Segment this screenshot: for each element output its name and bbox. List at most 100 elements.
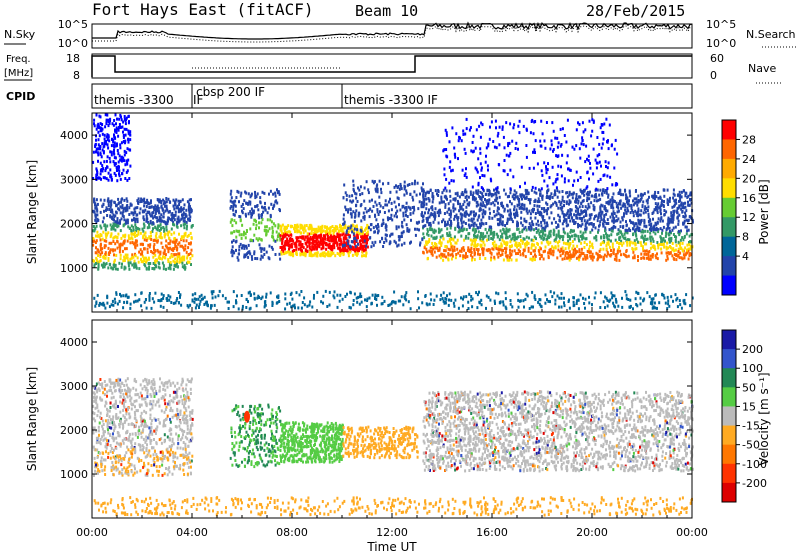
heatmap-cell — [407, 229, 410, 233]
heatmap-cell — [157, 265, 160, 269]
heatmap-cell — [312, 239, 314, 243]
heatmap-cell — [678, 256, 681, 260]
heatmap-cell — [339, 229, 342, 232]
heatmap-cell — [487, 234, 490, 238]
heatmap-cell — [440, 200, 443, 204]
heatmap-cell — [351, 223, 354, 227]
heatmap-cell — [112, 140, 115, 144]
heatmap-cell — [419, 192, 421, 196]
heatmap-cell — [687, 257, 690, 261]
heatmap-cell — [429, 221, 432, 225]
heatmap-cell — [500, 244, 503, 248]
heatmap-cell — [591, 252, 594, 256]
heatmap-cell — [539, 257, 542, 261]
heatmap-cell — [112, 248, 114, 252]
heatmap-cell — [271, 235, 274, 239]
heatmap-cell — [322, 294, 325, 298]
heatmap-cell — [153, 248, 155, 251]
heatmap-cell — [162, 226, 165, 229]
heatmap-cell — [537, 249, 540, 252]
heatmap-cell — [117, 152, 120, 156]
heatmap-cell — [577, 207, 580, 211]
heatmap-cell — [495, 199, 498, 203]
heatmap-cell — [367, 188, 370, 192]
heatmap-cell — [231, 231, 234, 235]
heatmap-cell — [103, 244, 106, 248]
heatmap-cell — [619, 188, 621, 192]
heatmap-cell — [639, 199, 642, 203]
heatmap-cell — [426, 250, 429, 254]
heatmap-cell — [653, 197, 656, 201]
heatmap-cell — [378, 202, 381, 205]
heatmap-cell — [637, 255, 639, 259]
heatmap-cell — [317, 240, 320, 244]
heatmap-cell — [615, 255, 618, 259]
heatmap-cell — [258, 237, 261, 241]
heatmap-cell — [509, 248, 511, 252]
heatmap-cell — [592, 204, 595, 208]
heatmap-cell — [166, 208, 169, 212]
heatmap-cell — [439, 229, 442, 233]
heatmap-cell — [287, 224, 290, 228]
heatmap-cell — [636, 211, 639, 215]
heatmap-cell — [589, 190, 591, 194]
heatmap-cell — [118, 250, 121, 254]
heatmap-cell — [303, 224, 306, 228]
heatmap-cell — [501, 220, 504, 224]
heatmap-cell — [142, 257, 145, 261]
heatmap-cell — [625, 200, 628, 204]
heatmap-cell — [280, 250, 283, 254]
heatmap-cell — [614, 138, 617, 142]
heatmap-cell — [444, 128, 447, 132]
heatmap-cell — [420, 186, 423, 190]
heatmap-cell — [449, 194, 452, 198]
heatmap-cell — [565, 224, 568, 228]
heatmap-cell — [413, 205, 415, 209]
heatmap-cell — [299, 240, 302, 244]
heatmap-cell — [567, 179, 570, 183]
heatmap-cell — [297, 239, 300, 243]
heatmap-cell — [182, 223, 185, 227]
heatmap-cell — [579, 176, 582, 179]
heatmap-cell — [602, 224, 605, 228]
heatmap-cell — [271, 231, 274, 235]
heatmap-cell — [597, 228, 600, 232]
heatmap-cell — [145, 256, 148, 260]
heatmap-cell — [99, 172, 102, 176]
heatmap-cell — [637, 218, 640, 222]
heatmap-cell — [632, 214, 635, 218]
heatmap-cell — [415, 193, 418, 197]
heatmap-cell — [646, 229, 649, 233]
heatmap-cell — [565, 251, 568, 255]
heatmap-cell — [687, 228, 690, 232]
heatmap-cell — [129, 148, 132, 152]
heatmap-cell — [459, 212, 462, 216]
heatmap-cell — [116, 179, 119, 183]
heatmap-cell — [428, 208, 430, 212]
heatmap-cell — [583, 210, 585, 213]
heatmap-cell — [249, 200, 252, 204]
heatmap-cell — [108, 208, 111, 211]
heatmap-cell — [106, 113, 109, 117]
heatmap-cell — [117, 197, 120, 201]
heatmap-cell — [591, 258, 594, 262]
heatmap-cell — [322, 240, 325, 244]
heatmap-cell — [546, 224, 549, 228]
heatmap-cell — [581, 222, 584, 226]
heatmap-cell — [115, 253, 118, 257]
heatmap-cell — [585, 256, 588, 260]
heatmap-cell — [139, 248, 142, 252]
heatmap-cell — [516, 292, 519, 296]
heatmap-cell — [484, 227, 487, 231]
heatmap-cell — [635, 233, 637, 237]
heatmap-cell — [99, 161, 102, 165]
heatmap-cell — [431, 228, 433, 232]
heatmap-cell — [471, 258, 473, 262]
heatmap-cell — [573, 147, 576, 151]
heatmap-cell — [503, 209, 506, 213]
heatmap-cell — [160, 213, 163, 217]
heatmap-cell — [490, 226, 493, 229]
heatmap-cell — [506, 221, 509, 225]
heatmap-cell — [481, 174, 484, 177]
heatmap-cell — [312, 242, 315, 246]
